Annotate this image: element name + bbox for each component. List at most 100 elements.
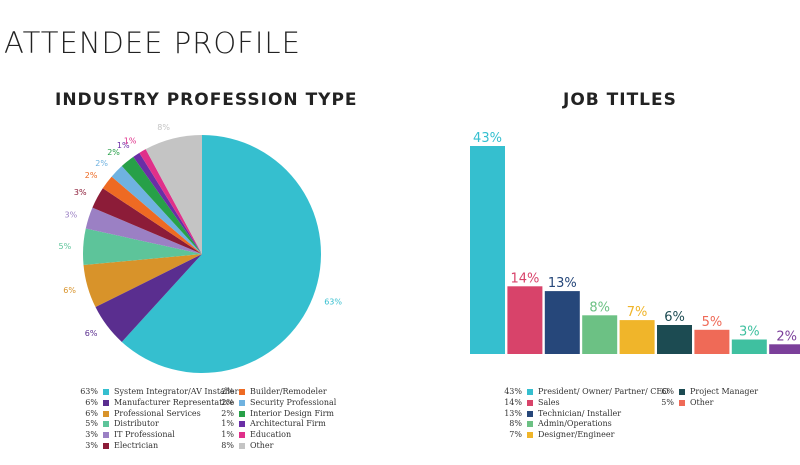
pie-slice-it-professional	[85, 207, 202, 254]
bar-legend-pct: 6%	[661, 387, 674, 396]
bar-legend-label: President/ Owner/ Partner/ CEO	[538, 387, 669, 396]
bar-legend-item: 14% Sales	[500, 397, 559, 408]
bar-chart-title: JOB TITLES	[563, 90, 677, 110]
bar-label-other: 5%	[702, 315, 723, 330]
pie-legend-swatch	[103, 399, 109, 406]
pie-slice-professional-services	[83, 254, 202, 308]
pie-legend-pct: 5%	[85, 419, 98, 429]
pie-legend-item: 8% Other	[212, 441, 273, 451]
pie-legend-pct: 2%	[221, 387, 234, 396]
bar-legend-swatch	[527, 399, 533, 406]
pie-legend-label: Interior Design Firm	[250, 408, 334, 418]
pie-legend-label: Education	[250, 430, 292, 440]
bar-legend-swatch	[527, 421, 533, 428]
bar-label-president-owner-partner-ceo: 43%	[473, 131, 502, 146]
pie-legend-swatch	[103, 443, 109, 449]
bar-legend-swatch	[527, 432, 533, 439]
bar-legend-swatch	[527, 410, 533, 417]
pie-legend-swatch	[103, 432, 109, 439]
bar-legend-item: 7% Designer/Engineer	[500, 430, 614, 440]
bar-legend-swatch	[679, 399, 685, 406]
bar-purchasing	[731, 339, 767, 354]
pie-legend-swatch	[103, 389, 109, 395]
bar-project-manager	[657, 325, 692, 354]
pie-legend-label: System Integrator/AV Installer	[114, 387, 239, 396]
pie-slice-manufacturer-representative	[95, 254, 202, 342]
bar-legend-item: 13% Technician/ Installer	[500, 409, 621, 419]
pie-slice-architectural-firm	[133, 152, 202, 254]
pie-legend-item: 1% Education	[212, 430, 291, 440]
bar-legend-label: Project Manager	[690, 387, 759, 396]
pie-legend-label: Builder/Remodeler	[250, 387, 327, 396]
pie-legend-label: IT Professional	[114, 430, 175, 440]
pie-label-education: 1%	[124, 137, 137, 146]
pie-legend-item: 5% Distributor	[76, 419, 159, 429]
pie-legend-item: 2% Interior Design Firm	[212, 409, 334, 419]
bar-other	[694, 329, 730, 354]
pie-legend-pct: 3%	[85, 430, 98, 440]
pie-legend-label: Manufacturer Representative	[114, 397, 235, 407]
bar-sales	[507, 286, 543, 354]
pie-legend-label: Other	[250, 441, 274, 450]
pie-legend-item: 3% IT Professional	[76, 430, 175, 440]
pie-legend-pct: 1%	[221, 430, 234, 440]
pie-label-distributor: 5%	[58, 242, 71, 251]
pie-legend-swatch	[239, 410, 245, 417]
bar-legend-pct: 43%	[504, 387, 522, 396]
bar-legend-pct: 5%	[661, 397, 674, 407]
pie-legend-label: Security Professional	[250, 397, 337, 407]
pie-legend-item: 2% Security Professional	[212, 398, 336, 408]
pie-legend-swatch	[103, 410, 109, 417]
pie-legend-pct: 6%	[85, 408, 98, 418]
pie-legend-pct: 8%	[221, 441, 234, 450]
pie-label-architectural-firm: 1%	[117, 141, 130, 150]
pie-slice-distributor	[83, 228, 202, 265]
bar-label-project-manager: 6%	[664, 310, 685, 325]
pie-legend-item: 3% Electrician	[76, 441, 158, 451]
pie-legend-label: Distributor	[114, 419, 159, 429]
bar-legend-swatch	[527, 389, 533, 395]
bar-label-technician-installer: 13%	[548, 276, 577, 291]
pie-label-it-professional: 3%	[64, 210, 77, 219]
pie-chart-title: INDUSTRY PROFESSION TYPE	[55, 90, 358, 110]
pie-slice-security-professional	[111, 166, 202, 254]
bar-legend-item: 5% Other	[652, 398, 713, 408]
bar-legend-label: Technician/ Installer	[538, 408, 622, 418]
bar-legend-pct: 8%	[509, 419, 522, 429]
pie-legend-pct: 6%	[85, 397, 98, 407]
bar-legend-label: Admin/Operations	[538, 419, 612, 429]
pie-legend-item: 2% Builder/Remodeler	[212, 387, 327, 397]
bar-label-admin-operations: 8%	[589, 300, 610, 315]
bar-legend-pct: 14%	[504, 397, 522, 407]
job-titles-bar-chart: 43% 14% 13% 8% 7% 6% 5% 3% 2%	[470, 131, 800, 354]
pie-legend-label: Architectural Firm	[250, 419, 326, 429]
pie-legend-item: 1% Architectural Firm	[212, 419, 326, 429]
pie-legend-item: 63% System Integrator/AV Installer	[76, 387, 239, 397]
pie-legend-swatch	[239, 421, 245, 428]
pie-label-electrician: 3%	[74, 188, 87, 197]
pie-legend-pct: 2%	[221, 408, 234, 418]
bar-technician-installer	[544, 291, 580, 354]
pie-legend-pct: 1%	[221, 419, 234, 429]
pie-legend-label: Electrician	[114, 441, 159, 450]
pie-legend-pct: 63%	[80, 387, 98, 396]
bar-president-owner-partner-ceo	[470, 146, 505, 354]
pie-label-builder-remodeler: 2%	[85, 171, 98, 180]
pie-slice-interior-design-firm	[121, 156, 202, 254]
pie-label-system-integrator-av-installer: 63%	[324, 297, 342, 306]
pie-legend-label: Professional Services	[114, 408, 201, 418]
pie-legend-pct: 3%	[85, 441, 98, 450]
pie-label-security-professional: 2%	[95, 159, 108, 168]
bar-legend-label: Other	[690, 397, 714, 407]
bar-label-facilities: 2%	[776, 329, 797, 344]
pie-legend-swatch	[239, 443, 245, 449]
bar-label-sales: 14%	[510, 271, 539, 286]
pie-slice-electrician	[92, 188, 202, 254]
bar-legend-pct: 13%	[504, 408, 522, 418]
pie-slice-education	[139, 149, 202, 254]
pie-legend-swatch	[239, 432, 245, 439]
pie-slice-other	[145, 135, 202, 254]
bar-admin-operations	[582, 315, 618, 354]
bar-legend-item: 43% President/ Owner/ Partner/ CEO	[500, 387, 669, 397]
pie-label-manufacturer-representative: 6%	[85, 329, 98, 338]
